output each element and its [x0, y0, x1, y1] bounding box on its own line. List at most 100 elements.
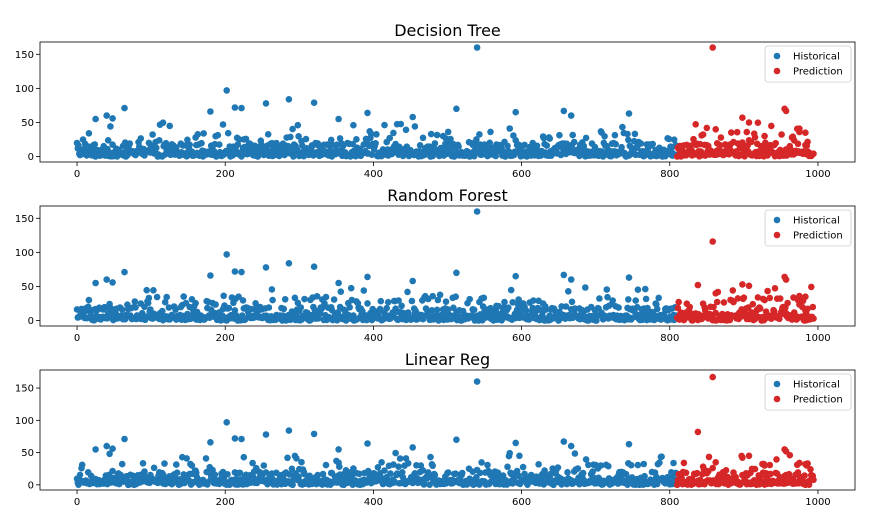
point-historical: [609, 297, 616, 304]
point-historical: [480, 294, 488, 302]
point-historical: [625, 296, 632, 303]
point-historical: [533, 142, 541, 150]
point-historical: [597, 462, 605, 469]
point-historical: [109, 467, 116, 475]
point-historical: [321, 300, 328, 307]
x-tick-label: 200: [216, 169, 235, 180]
point-historical: [165, 304, 173, 311]
point-prediction: [794, 140, 802, 148]
legend-label: Historical: [793, 216, 840, 227]
point-historical: [231, 104, 239, 111]
y-tick-label: 0: [28, 480, 34, 491]
point-historical: [337, 288, 345, 296]
point-prediction: [810, 150, 817, 157]
point-historical: [121, 435, 128, 443]
point-historical: [223, 419, 230, 426]
point-historical: [386, 134, 394, 142]
point-historical: [107, 123, 114, 130]
legend-marker: [773, 380, 781, 388]
point-historical: [411, 123, 419, 130]
point-historical: [625, 440, 633, 448]
point-historical: [235, 293, 242, 301]
point-historical: [367, 130, 375, 138]
point-prediction: [713, 298, 721, 306]
point-historical: [284, 454, 291, 462]
legend-box: [764, 373, 852, 411]
point-historical: [390, 461, 397, 468]
point-prediction: [739, 139, 746, 146]
y-tick-label: 150: [15, 384, 34, 395]
point-prediction: [739, 454, 746, 462]
point-historical: [399, 469, 406, 476]
point-historical: [521, 141, 528, 149]
point-historical: [452, 293, 460, 301]
point-historical: [416, 142, 424, 149]
legend-marker: [773, 52, 781, 60]
point-prediction: [802, 129, 809, 136]
point-prediction: [751, 465, 759, 473]
point-historical: [634, 286, 642, 294]
point-historical: [360, 287, 368, 294]
point-historical: [478, 459, 485, 466]
point-prediction: [682, 469, 690, 477]
point-historical: [166, 122, 173, 130]
point-historical: [453, 436, 460, 444]
point-historical: [495, 302, 502, 310]
point-prediction: [716, 142, 724, 149]
point-historical: [238, 435, 245, 443]
point-historical: [631, 130, 639, 138]
point-historical: [567, 112, 575, 119]
point-historical: [512, 108, 519, 116]
point-historical: [374, 464, 382, 471]
point-prediction: [782, 276, 790, 283]
point-historical: [459, 469, 466, 477]
point-historical: [565, 288, 572, 295]
point-historical: [625, 274, 633, 281]
point-historical: [624, 130, 631, 138]
point-prediction: [772, 139, 779, 147]
point-prediction: [694, 281, 702, 289]
point-historical: [188, 462, 196, 469]
point-historical: [492, 152, 500, 160]
point-historical: [327, 136, 335, 144]
point-historical: [153, 144, 160, 152]
point-historical: [593, 317, 600, 324]
point-historical: [409, 444, 417, 451]
point-historical: [288, 465, 296, 473]
point-prediction: [801, 472, 808, 479]
point-historical: [356, 470, 363, 478]
point-historical: [476, 469, 484, 477]
point-historical: [444, 469, 452, 476]
point-historical: [431, 140, 439, 147]
point-historical: [349, 140, 357, 148]
point-historical: [143, 286, 150, 294]
point-historical: [118, 306, 126, 313]
point-historical: [433, 131, 441, 139]
point-historical: [522, 307, 530, 314]
point-prediction: [776, 295, 784, 302]
point-historical: [615, 304, 622, 311]
point-prediction: [787, 146, 794, 153]
chart-title: Decision Tree: [394, 21, 501, 40]
point-historical: [139, 460, 147, 467]
point-prediction: [675, 298, 682, 306]
y-tick-label: 50: [21, 448, 34, 459]
point-prediction: [745, 282, 753, 290]
point-historical: [264, 131, 272, 138]
point-historical: [560, 107, 568, 115]
point-historical: [455, 143, 462, 150]
point-prediction: [782, 107, 790, 115]
point-historical: [285, 260, 293, 267]
point-historical: [156, 137, 163, 144]
point-historical: [585, 461, 592, 469]
point-historical: [207, 108, 214, 115]
point-historical: [219, 121, 227, 128]
point-historical: [368, 151, 376, 158]
point-historical: [117, 471, 125, 479]
point-historical: [269, 296, 276, 304]
point-prediction: [728, 129, 735, 136]
point-historical: [285, 427, 293, 434]
point-historical: [150, 287, 157, 294]
point-prediction: [693, 469, 701, 477]
